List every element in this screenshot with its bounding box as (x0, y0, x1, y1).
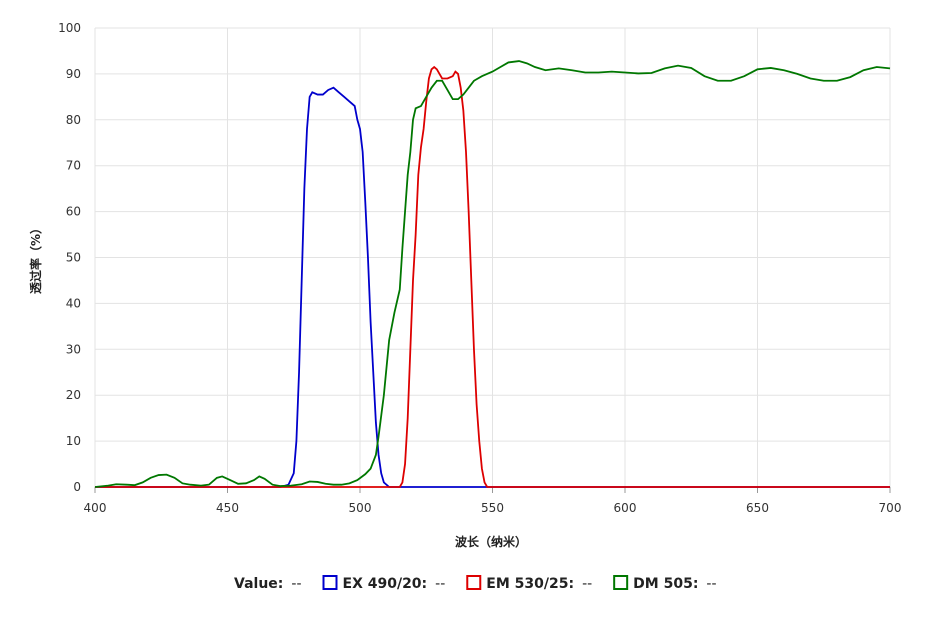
x-tick-label: 700 (879, 501, 902, 515)
series-line (94, 60, 891, 488)
x-tick-label: 500 (349, 501, 372, 515)
y-tick-label: 50 (66, 251, 81, 265)
series-line (95, 86, 890, 488)
legend-swatch (466, 575, 482, 590)
y-tick-label: 70 (66, 159, 81, 173)
x-tick-label: 650 (746, 501, 769, 515)
y-tick-label: 10 (66, 434, 81, 448)
legend-entry: EX 490/20: (343, 576, 428, 592)
x-tick-label: 450 (216, 501, 239, 515)
legend-value: -- (291, 576, 301, 592)
y-tick-label: 100 (58, 21, 81, 35)
legend-entry: EM 530/25: (486, 576, 574, 592)
y-tick-label: 30 (66, 342, 81, 356)
y-tick-label: 20 (66, 388, 81, 402)
x-tick-label: 600 (614, 501, 637, 515)
legend-label: Value: (234, 576, 283, 592)
legend-entry: DM 505: (633, 576, 698, 592)
y-tick-label: 90 (66, 67, 81, 81)
y-tick-label: 0 (73, 480, 81, 494)
legend-value: -- (706, 576, 716, 592)
y-axis-label: 透过率（%） (28, 222, 43, 294)
legend-swatch (613, 575, 629, 590)
y-tick-label: 60 (66, 205, 81, 219)
y-tick-label: 40 (66, 296, 81, 310)
legend-swatch (322, 575, 338, 590)
x-tick-label: 550 (481, 501, 504, 515)
series-line (95, 65, 890, 488)
y-tick-label: 80 (66, 113, 81, 127)
x-tick-label: 400 (84, 501, 107, 515)
legend-value: -- (435, 576, 445, 592)
x-axis-label: 波长（纳米） (455, 534, 527, 549)
legend-value: -- (582, 576, 592, 592)
